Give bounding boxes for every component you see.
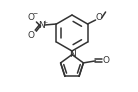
Text: N: N (38, 22, 45, 31)
Text: N: N (69, 50, 75, 59)
Text: O: O (103, 56, 110, 65)
Text: O: O (95, 14, 102, 23)
Text: O: O (28, 13, 35, 22)
Text: −: − (33, 10, 38, 15)
Text: +: + (43, 20, 48, 24)
Text: O: O (28, 31, 35, 40)
